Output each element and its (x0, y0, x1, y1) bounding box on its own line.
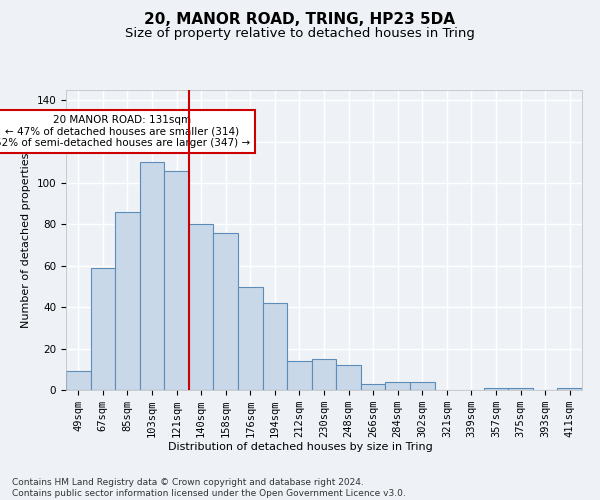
Bar (484, 388, 508, 390)
Bar (410, 382, 434, 390)
Bar (263, 303, 287, 390)
Bar (312, 359, 336, 390)
Bar (140, 162, 164, 390)
Bar (115, 212, 140, 390)
Bar (164, 170, 189, 390)
Bar (238, 286, 263, 390)
Bar (287, 361, 312, 390)
Bar (508, 388, 533, 390)
Text: Contains HM Land Registry data © Crown copyright and database right 2024.
Contai: Contains HM Land Registry data © Crown c… (12, 478, 406, 498)
Text: Distribution of detached houses by size in Tring: Distribution of detached houses by size … (167, 442, 433, 452)
Text: 20 MANOR ROAD: 131sqm
← 47% of detached houses are smaller (314)
52% of semi-det: 20 MANOR ROAD: 131sqm ← 47% of detached … (0, 115, 250, 148)
Bar (91, 268, 115, 390)
Bar (189, 224, 214, 390)
Bar (557, 388, 582, 390)
Text: 20, MANOR ROAD, TRING, HP23 5DA: 20, MANOR ROAD, TRING, HP23 5DA (145, 12, 455, 28)
Bar (66, 372, 91, 390)
Bar (385, 382, 410, 390)
Text: Size of property relative to detached houses in Tring: Size of property relative to detached ho… (125, 28, 475, 40)
Bar (336, 365, 361, 390)
Y-axis label: Number of detached properties: Number of detached properties (21, 152, 31, 328)
Bar (361, 384, 385, 390)
Bar (214, 233, 238, 390)
